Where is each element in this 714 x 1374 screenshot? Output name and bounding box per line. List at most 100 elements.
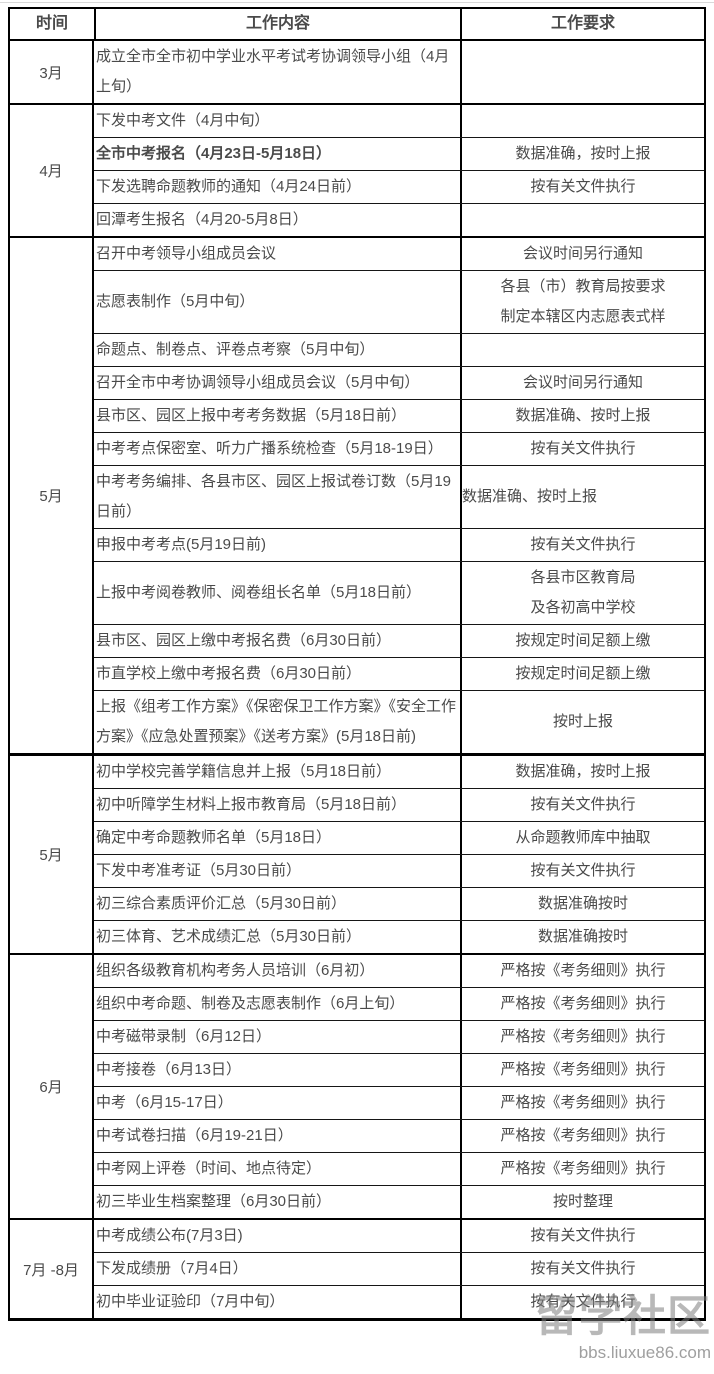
- task-requirement-cell: 从命题教师库中抽取: [460, 822, 704, 854]
- task-requirement-cell: [460, 105, 704, 137]
- task-requirement-cell: [460, 41, 704, 103]
- task-requirement-text: 严格按《考务细则》执行: [500, 1127, 666, 1144]
- task-content-text: 下发中考准考证（5月30日前）: [96, 862, 302, 879]
- task-requirement-cell: 数据准确、按时上报: [460, 466, 704, 528]
- task-requirement-cell: 按时整理: [460, 1186, 704, 1218]
- month-group: 3月 成立全市全市初中学业水平考试考协调领导小组（4月上旬）: [10, 39, 704, 103]
- task-content-cell: 初三综合素质评价汇总（5月30日前）: [94, 888, 460, 920]
- task-content-text: 命题点、制卷点、评卷点考察（5月中旬）: [96, 341, 375, 358]
- task-content-cell: 组织各级教育机构考务人员培训（6月初）: [94, 955, 460, 987]
- table-row: 中考网上评卷（时间、地点待定） 严格按《考务细则》执行: [94, 1152, 704, 1185]
- task-requirement-text: 严格按《考务细则》执行: [500, 1028, 666, 1045]
- table-row: 上报《组考工作方案》《保密保卫工作方案》《安全工作方案》《应急处置预案》《送考方…: [94, 690, 704, 753]
- task-content-text: 中考（6月15-17日）: [96, 1094, 233, 1111]
- task-requirement-cell: 各县市区教育局 及各初高中学校: [460, 562, 704, 624]
- task-requirement-cell: 按有关文件执行: [460, 1253, 704, 1285]
- task-requirement-text: 按有关文件执行: [530, 862, 636, 879]
- task-content-text: 全市中考报名（4月23日-5月18日）: [96, 145, 332, 162]
- task-requirement-cell: 会议时间另行通知: [460, 238, 704, 270]
- task-requirement-cell: 严格按《考务细则》执行: [460, 1120, 704, 1152]
- table-body: 3月 成立全市全市初中学业水平考试考协调领导小组（4月上旬） 4月 下发中考文件（4月…: [10, 39, 704, 1318]
- task-requirement-text: 按有关文件执行: [530, 1260, 636, 1277]
- table-row: 全市中考报名（4月23日-5月18日） 数据准确，按时上报: [94, 137, 704, 170]
- task-requirement-text: 严格按《考务细则》执行: [500, 962, 666, 979]
- exam-schedule-table: 时间 工作内容 工作要求 3月 成立全市全市初中学业水平考试考协调领导小组（4月上…: [8, 7, 706, 1321]
- table-row: 召开中考领导小组成员会议 会议时间另行通知: [94, 238, 704, 270]
- month-cell: 6月: [10, 955, 94, 1218]
- table-row: 县市区、园区上报中考考务数据（5月18日前） 数据准确、按时上报: [94, 399, 704, 432]
- task-requirement-text: 严格按《考务细则》执行: [500, 1061, 666, 1078]
- task-requirement-cell: 按有关文件执行: [460, 855, 704, 887]
- task-content-text: 中考考点保密室、听力广播系统检查（5月18-19日）: [96, 440, 443, 457]
- task-content-text: 中考网上评卷（时间、地点待定）: [96, 1160, 322, 1177]
- task-requirement-cell: 严格按《考务细则》执行: [460, 1087, 704, 1119]
- watermark-url: bbs.liuxue86.com: [578, 1343, 711, 1362]
- task-content-cell: 中考网上评卷（时间、地点待定）: [94, 1153, 460, 1185]
- task-content-text: 初中学校完善学籍信息并上报（5月18日前）: [96, 763, 392, 780]
- task-content-cell: 下发中考文件（4月中旬）: [94, 105, 460, 137]
- table-row: 申报中考考点(5月19日前) 按有关文件执行: [94, 528, 704, 561]
- task-content-text: 成立全市全市初中学业水平考试考协调领导小组（4月上旬）: [96, 48, 450, 95]
- task-requirement-text: 数据准确、按时上报: [462, 488, 598, 505]
- col-header-requirement: 工作要求: [460, 9, 704, 39]
- task-content-text: 初中听障学生材料上报市教育局（5月18日前）: [96, 796, 407, 813]
- task-requirement-cell: 按有关文件执行: [460, 433, 704, 465]
- task-content-text: 中考成绩公布(7月3日): [96, 1227, 243, 1244]
- task-requirement-cell: 按时上报: [460, 691, 704, 753]
- task-content-cell: 回潭考生报名（4月20-5月8日）: [94, 204, 460, 236]
- task-requirement-cell: 数据准确按时: [460, 921, 704, 953]
- task-content-text: 中考试卷扫描（6月19-21日）: [96, 1127, 293, 1144]
- table-row: 组织各级教育机构考务人员培训（6月初） 严格按《考务细则》执行: [94, 955, 704, 987]
- task-requirement-cell: 按有关文件执行: [460, 789, 704, 821]
- task-requirement-text: 从命题教师库中抽取: [515, 829, 651, 846]
- task-content-text: 初三体育、艺术成绩汇总（5月30日前）: [96, 928, 362, 945]
- task-content-cell: 上报《组考工作方案》《保密保卫工作方案》《安全工作方案》《应急处置预案》《送考方…: [94, 691, 460, 753]
- table-row: 初中毕业证验印（7月中旬） 按有关文件执行: [94, 1285, 704, 1318]
- month-group: 7月 -8月 中考成绩公布(7月3日) 按有关文件执行 下发成绩册（7月4日） 按有关文…: [10, 1218, 704, 1318]
- task-content-cell: 中考（6月15-17日）: [94, 1087, 460, 1119]
- task-content-text: 上报《组考工作方案》《保密保卫工作方案》《安全工作方案》《应急处置预案》《送考方…: [96, 698, 457, 745]
- table-row: 初三体育、艺术成绩汇总（5月30日前） 数据准确按时: [94, 920, 704, 953]
- table-row: 中考（6月15-17日） 严格按《考务细则》执行: [94, 1086, 704, 1119]
- task-requirement-cell: [460, 204, 704, 236]
- month-group: 6月 组织各级教育机构考务人员培训（6月初） 严格按《考务细则》执行 组织中考命题、制…: [10, 953, 704, 1218]
- task-requirement-text: 各县（市）教育局按要求 制定本辖区内志愿表式样: [500, 278, 666, 325]
- task-content-text: 下发中考文件（4月中旬）: [96, 112, 270, 129]
- table-row: 召开全市中考协调领导小组成员会议（5月中旬） 会议时间另行通知: [94, 366, 704, 399]
- month-group-rows: 中考成绩公布(7月3日) 按有关文件执行 下发成绩册（7月4日） 按有关文件执行 初中毕…: [94, 1220, 704, 1318]
- month-cell: 5月: [10, 238, 94, 753]
- task-content-text: 志愿表制作（5月中旬）: [96, 293, 255, 310]
- month-group: 4月 下发中考文件（4月中旬） 全市中考报名（4月23日-5月18日） 数据准确，按时…: [10, 103, 704, 236]
- task-content-text: 回潭考生报名（4月20-5月8日）: [96, 211, 308, 228]
- task-requirement-text: 数据准确、按时上报: [515, 407, 651, 424]
- task-content-cell: 中考接卷（6月13日）: [94, 1054, 460, 1086]
- table-row: 中考试卷扫描（6月19-21日） 严格按《考务细则》执行: [94, 1119, 704, 1152]
- task-content-cell: 召开中考领导小组成员会议: [94, 238, 460, 270]
- table-row: 确定中考命题教师名单（5月18日） 从命题教师库中抽取: [94, 821, 704, 854]
- task-requirement-text: 会议时间另行通知: [522, 374, 643, 391]
- task-requirement-cell: 按有关文件执行: [460, 1286, 704, 1318]
- task-requirement-text: 按有关文件执行: [530, 536, 636, 553]
- month-group: 5月 召开中考领导小组成员会议 会议时间另行通知 志愿表制作（5月中旬） 各县（市）教育…: [10, 236, 704, 753]
- table-row: 命题点、制卷点、评卷点考察（5月中旬）: [94, 333, 704, 366]
- task-requirement-text: 严格按《考务细则》执行: [500, 1160, 666, 1177]
- task-requirement-text: 数据准确，按时上报: [515, 763, 651, 780]
- task-requirement-cell: 严格按《考务细则》执行: [460, 1021, 704, 1053]
- table-row: 下发中考文件（4月中旬）: [94, 105, 704, 137]
- task-content-cell: 下发成绩册（7月4日）: [94, 1253, 460, 1285]
- task-requirement-cell: 严格按《考务细则》执行: [460, 1153, 704, 1185]
- task-content-text: 组织中考命题、制卷及志愿表制作（6月上旬）: [96, 995, 405, 1012]
- table-row: 中考磁带录制（6月12日） 严格按《考务细则》执行: [94, 1020, 704, 1053]
- task-requirement-cell: 严格按《考务细则》执行: [460, 1054, 704, 1086]
- task-requirement-cell: 按有关文件执行: [460, 171, 704, 203]
- task-requirement-cell: 按规定时间足额上缴: [460, 658, 704, 690]
- task-requirement-text: 严格按《考务细则》执行: [500, 995, 666, 1012]
- task-requirement-text: 按有关文件执行: [530, 440, 636, 457]
- task-requirement-text: 各县市区教育局 及各初高中学校: [530, 569, 636, 616]
- task-content-text: 初中毕业证验印（7月中旬）: [96, 1293, 285, 1310]
- task-content-text: 市直学校上缴中考报名费（6月30日前）: [96, 665, 362, 682]
- task-content-text: 中考考务编排、各县市区、园区上报试卷订数（5月19日前）: [96, 473, 452, 520]
- task-content-cell: 县市区、园区上报中考考务数据（5月18日前）: [94, 400, 460, 432]
- task-requirement-cell: 按有关文件执行: [460, 529, 704, 561]
